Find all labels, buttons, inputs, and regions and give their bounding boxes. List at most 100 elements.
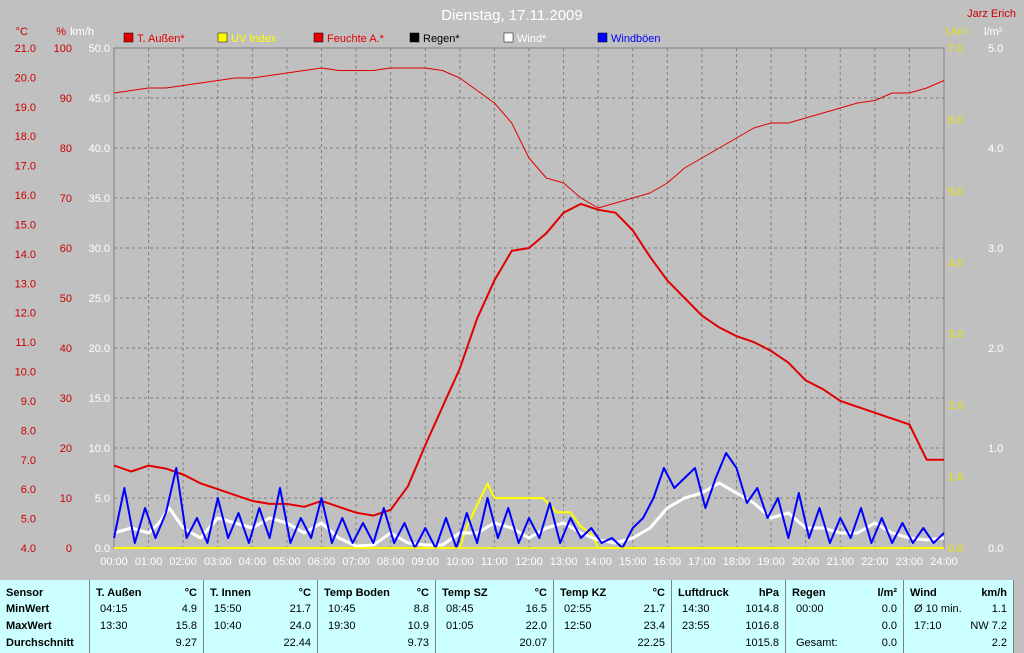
humidity_pct-tick-label: 60 <box>60 243 72 255</box>
min-value: 0.0 <box>881 603 897 615</box>
humidity_pct-tick-label: 20 <box>60 443 72 455</box>
temp_c-tick-label: 4.0 <box>21 543 36 555</box>
min-time: 04:15 <box>100 603 128 615</box>
x-tick-label: 05:00 <box>273 556 301 568</box>
max-value: 15.8 <box>175 620 197 632</box>
min-time: Ø 10 min. <box>914 603 962 615</box>
panel-unit: °C <box>652 587 665 599</box>
temp_c-tick-label: 11.0 <box>15 337 36 349</box>
rain-unit-label: l/m² <box>984 26 1003 38</box>
max-value: 24.0 <box>289 620 311 632</box>
wind_kmh-tick-label: 5.0 <box>95 493 110 505</box>
series-layer <box>113 67 945 549</box>
legend-swatch <box>597 32 608 43</box>
wind_kmh-tick-label: 50.0 <box>89 43 110 55</box>
legend-swatch <box>409 32 420 43</box>
x-tick-label: 17:00 <box>688 556 716 568</box>
min-time: 08:45 <box>446 603 474 615</box>
wind_kmh-tick-label: 35.0 <box>89 193 110 205</box>
temp_c-tick-label: 12.0 <box>15 308 36 320</box>
legend-swatch <box>503 32 514 43</box>
legend: T. Außen* UV Index Feuchte A.* Regen* Wind* W… <box>123 32 661 45</box>
x-tick-label: 24:00 <box>930 556 958 568</box>
x-tick-label: 03:00 <box>204 556 232 568</box>
temp_c-tick-label: 9.0 <box>21 396 36 408</box>
min-value: 8.8 <box>413 603 429 615</box>
x-tick-label: 02:00 <box>169 556 197 568</box>
x-tick-label: 06:00 <box>308 556 336 568</box>
panel-title: Wind <box>910 587 937 599</box>
min-value: 4.9 <box>181 603 197 615</box>
max-time: 17:10 <box>914 620 942 632</box>
rain-tick-label: 4.0 <box>988 143 1003 155</box>
avg-value: 20.07 <box>519 637 547 649</box>
x-tick-label: 21:00 <box>826 556 854 568</box>
panel-unit: °C <box>534 587 547 599</box>
min-time: 14:30 <box>682 603 710 615</box>
panel-unit: °C <box>416 587 429 599</box>
legend-label: Regen* <box>423 33 460 45</box>
x-tick-label: 15:00 <box>619 556 647 568</box>
panel-title: Temp KZ <box>560 587 607 599</box>
max-value: NW 7.2 <box>970 620 1007 632</box>
author-label: Jarz Erich <box>967 8 1016 20</box>
temp_c-tick-label: 13.0 <box>15 278 36 290</box>
stats-panel-5: Luftdruck hPa 14:30 1014.8 23:55 1016.8 1015.8 <box>672 580 786 653</box>
temp_c-tick-label: 16.0 <box>15 190 36 202</box>
temp_c-tick-label: 10.0 <box>15 367 36 379</box>
wind_kmh-tick-label: 10.0 <box>89 443 110 455</box>
rain-tick-label: 2.0 <box>988 343 1003 355</box>
humidity_pct-tick-label: 0 <box>66 543 72 555</box>
wind_kmh-tick-label: 15.0 <box>89 393 110 405</box>
avg-value: 2.2 <box>991 637 1007 649</box>
sensor-title: Sensor <box>6 587 44 599</box>
humidity_pct-tick-label: 30 <box>60 393 72 405</box>
stats-table: Sensor MinWert MaxWert Durchschnitt T. Außen… <box>0 580 1024 653</box>
temp_c-tick-label: 6.0 <box>21 484 36 496</box>
panel-title: T. Innen <box>210 587 251 599</box>
x-tick-label: 11:00 <box>481 556 508 568</box>
max-time: 13:30 <box>100 620 128 632</box>
stats-panel-7: Wind km/h Ø 10 min. 1.1 17:10 NW 7.2 2.2 <box>904 580 1014 653</box>
min-time: 10:45 <box>328 603 356 615</box>
max-value: 23.4 <box>643 620 665 632</box>
temp_c-tick-label: 14.0 <box>15 249 36 261</box>
rain-tick-label: 5.0 <box>988 43 1003 55</box>
avg-value: 9.73 <box>407 637 429 649</box>
legend-swatch <box>123 32 134 43</box>
x-tick-label: 00:00 <box>100 556 128 568</box>
max-value: 10.9 <box>407 620 429 632</box>
x-tick-label: 16:00 <box>654 556 682 568</box>
min-value: 21.7 <box>643 603 665 615</box>
min-value: 21.7 <box>289 603 311 615</box>
wind_kmh-tick-label: 0.0 <box>95 543 110 555</box>
stats-panel-6: Regen l/m² 00:00 0.0 0.0 Gesamt: 0.0 <box>786 580 904 653</box>
max-time: 23:55 <box>682 620 710 632</box>
max-time: 19:30 <box>328 620 356 632</box>
avg-value: 1015.8 <box>745 637 779 649</box>
stats-panel-1: T. Innen °C 15:50 21.7 10:40 24.0 22.44 <box>204 580 318 653</box>
min-time: 00:00 <box>796 603 824 615</box>
avg-value: 9.27 <box>175 637 197 649</box>
uv-tick-label: 1.0 <box>948 472 963 484</box>
temp_c-tick-label: 8.0 <box>21 425 36 437</box>
uv-tick-label: 0.0 <box>948 543 963 555</box>
x-tick-label: 20:00 <box>792 556 820 568</box>
stats-panel-0: T. Außen °C 04:15 4.9 13:30 15.8 9.27 <box>90 580 204 653</box>
x-tick-label: 10:00 <box>446 556 474 568</box>
x-tick-label: 01:00 <box>135 556 163 568</box>
x-tick-label: 14:00 <box>584 556 612 568</box>
avg-value: 0.0 <box>881 637 897 649</box>
legend-label: Wind* <box>517 33 547 45</box>
max-value: 1016.8 <box>745 620 779 632</box>
wind_kmh-tick-label: 20.0 <box>89 343 110 355</box>
avg-value: 22.44 <box>283 637 311 649</box>
panel-title: Regen <box>792 587 826 599</box>
panel-title: T. Außen <box>96 587 142 599</box>
min-time: 15:50 <box>214 603 242 615</box>
humidity_pct-tick-label: 90 <box>60 93 72 105</box>
min-value: 1014.8 <box>745 603 779 615</box>
series-line-1 <box>113 67 945 209</box>
panel-title: Luftdruck <box>678 587 729 599</box>
humidity_pct-tick-label: 70 <box>60 193 72 205</box>
